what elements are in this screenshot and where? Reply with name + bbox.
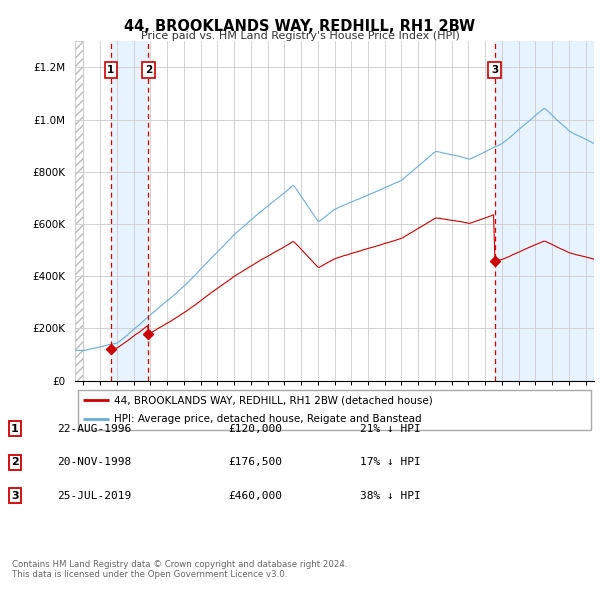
Text: 38% ↓ HPI: 38% ↓ HPI (360, 491, 421, 501)
Text: 3: 3 (491, 65, 498, 75)
FancyBboxPatch shape (77, 390, 592, 430)
Text: £460,000: £460,000 (228, 491, 282, 501)
Text: 2: 2 (145, 65, 152, 75)
Bar (494, 41, 594, 381)
Text: 20-NOV-1998: 20-NOV-1998 (57, 457, 131, 467)
Text: £120,000: £120,000 (228, 424, 282, 434)
Text: HPI: Average price, detached house, Reigate and Banstead: HPI: Average price, detached house, Reig… (114, 415, 422, 424)
Text: 1: 1 (11, 424, 19, 434)
Text: 44, BROOKLANDS WAY, REDHILL, RH1 2BW (detached house): 44, BROOKLANDS WAY, REDHILL, RH1 2BW (de… (114, 395, 433, 405)
Text: 22-AUG-1996: 22-AUG-1996 (57, 424, 131, 434)
Text: 44, BROOKLANDS WAY, REDHILL, RH1 2BW: 44, BROOKLANDS WAY, REDHILL, RH1 2BW (124, 19, 476, 34)
Bar (111, 41, 148, 381)
Text: 17% ↓ HPI: 17% ↓ HPI (360, 457, 421, 467)
Text: 3: 3 (11, 491, 19, 501)
Text: Price paid vs. HM Land Registry's House Price Index (HPI): Price paid vs. HM Land Registry's House … (140, 31, 460, 41)
Text: 2: 2 (11, 457, 19, 467)
Bar (75, 41, 83, 381)
Bar (75, 41, 83, 381)
Text: 1: 1 (107, 65, 115, 75)
Text: 25-JUL-2019: 25-JUL-2019 (57, 491, 131, 501)
Text: £176,500: £176,500 (228, 457, 282, 467)
Text: Contains HM Land Registry data © Crown copyright and database right 2024.
This d: Contains HM Land Registry data © Crown c… (12, 560, 347, 579)
Text: 21% ↓ HPI: 21% ↓ HPI (360, 424, 421, 434)
Bar (148, 41, 494, 381)
